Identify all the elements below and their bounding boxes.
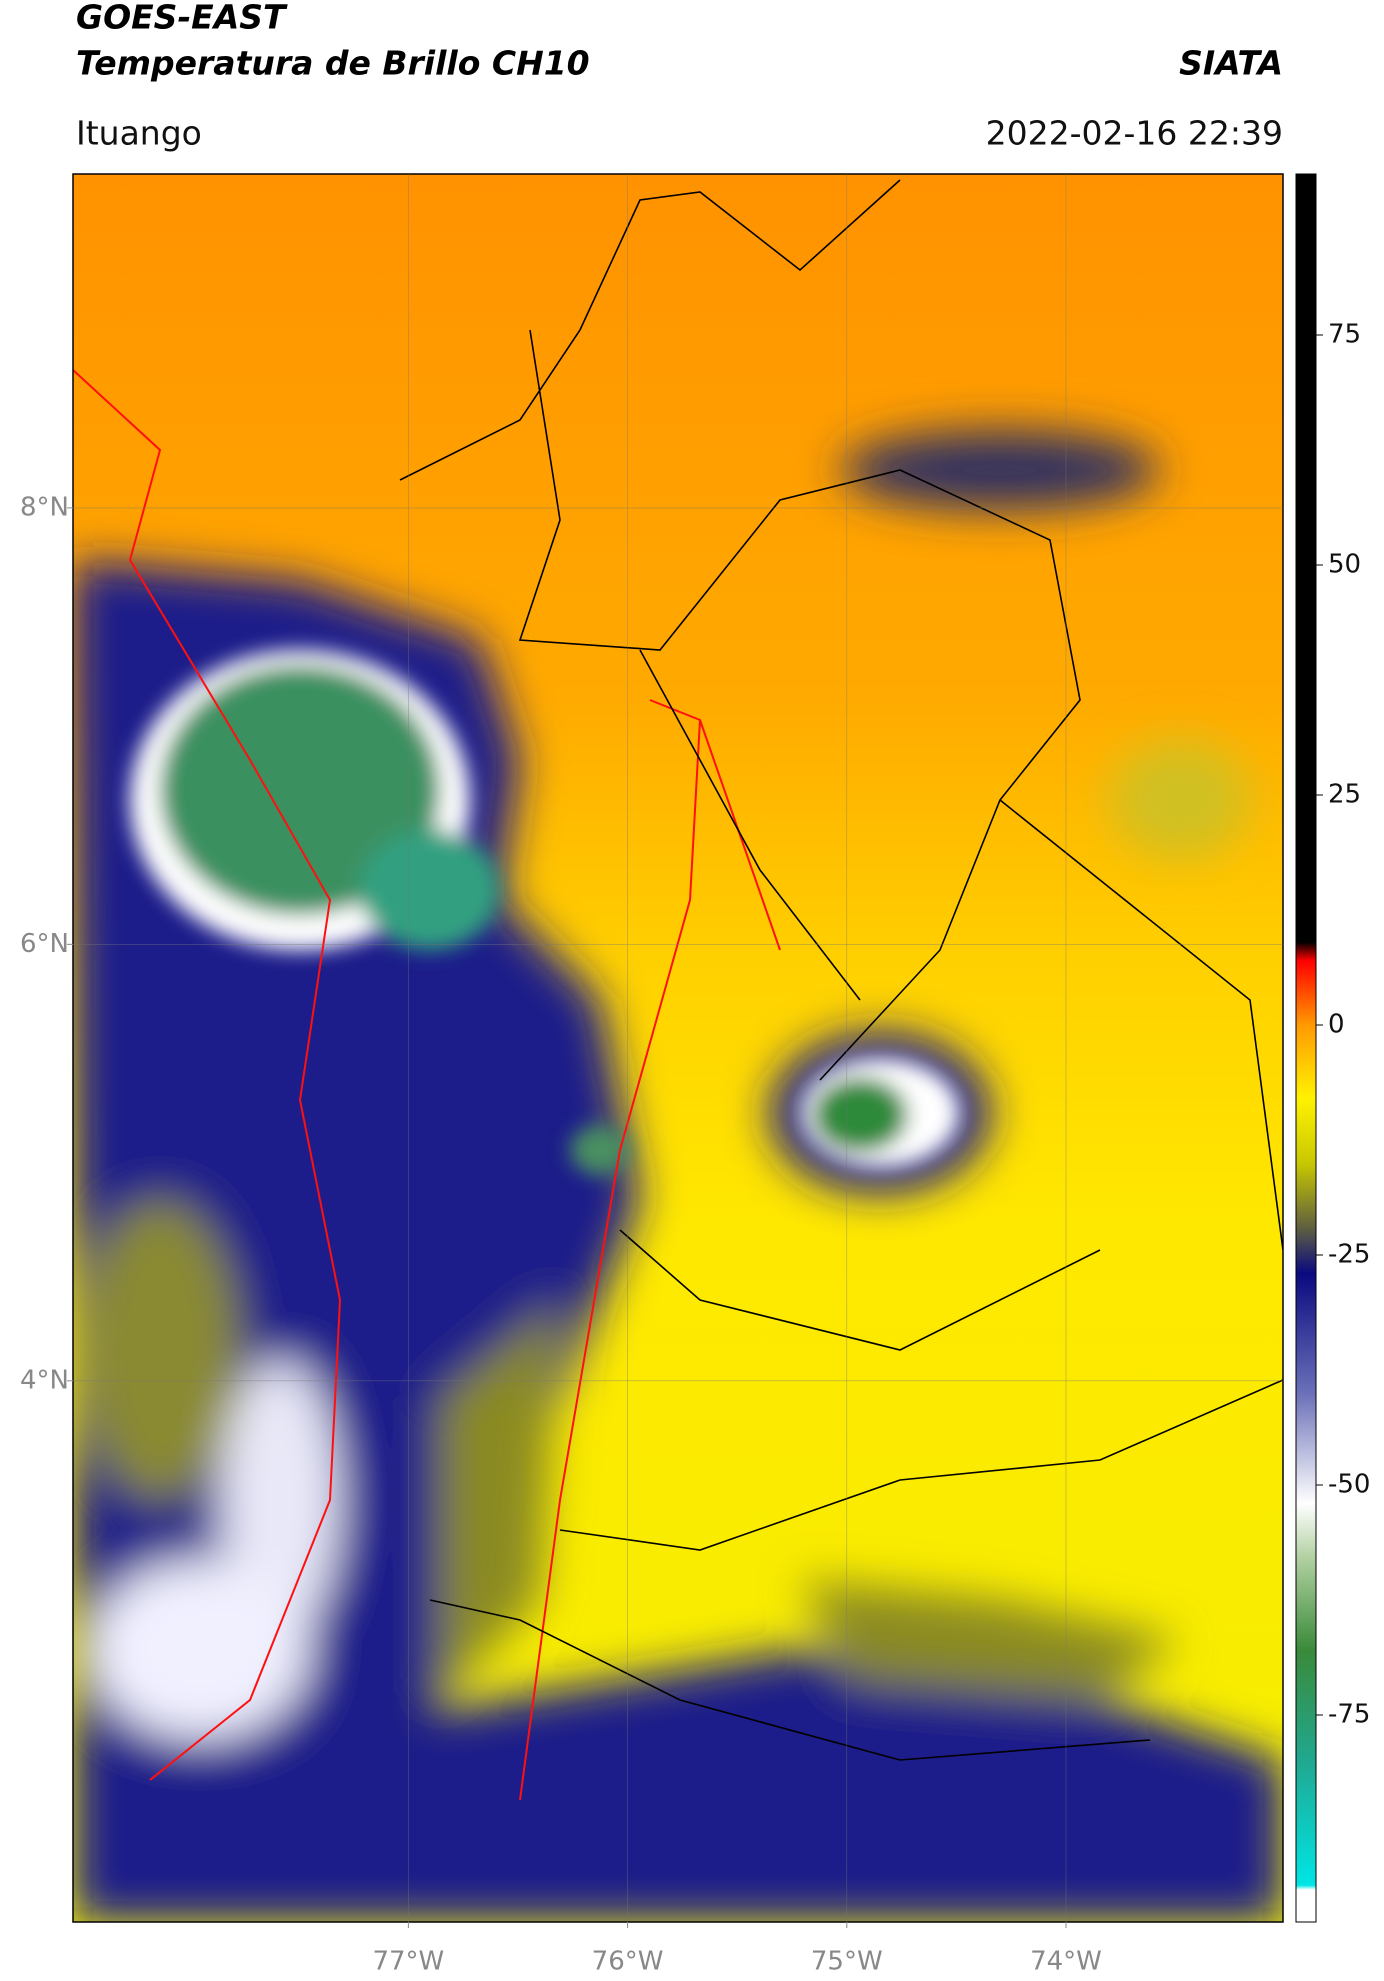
colorbar-tick-label: 0 [1328, 1010, 1345, 1040]
y-tick-label: 6°N [20, 929, 69, 959]
organization: SIATA [1179, 44, 1283, 83]
colorbar-tick-label: 75 [1328, 320, 1361, 350]
colorbar-tick-label: 50 [1328, 550, 1361, 580]
x-tick-label: 75°W [811, 1947, 883, 1977]
y-tick-label: 8°N [20, 492, 69, 522]
colorbar [1295, 173, 1317, 1923]
x-tick-label: 76°W [592, 1947, 664, 1977]
x-tick-label: 77°W [372, 1947, 444, 1977]
y-tick-label: 4°N [20, 1365, 69, 1395]
datetime: 2022-02-16 22:39 [986, 114, 1283, 153]
colorbar-tick-label: -25 [1328, 1240, 1370, 1270]
x-tick-label: 74°W [1030, 1947, 1102, 1977]
map-frame [72, 173, 1284, 1923]
map-imagery [73, 174, 1283, 1922]
title: GOES-EAST [76, 0, 288, 37]
location: Ituango [76, 114, 202, 153]
subtitle: Temperatura de Brillo CH10 [76, 44, 590, 83]
colorbar-tick-label: -50 [1328, 1470, 1370, 1500]
colorbar-tick-label: 25 [1328, 780, 1361, 810]
colorbar-tick-label: -75 [1328, 1700, 1370, 1730]
